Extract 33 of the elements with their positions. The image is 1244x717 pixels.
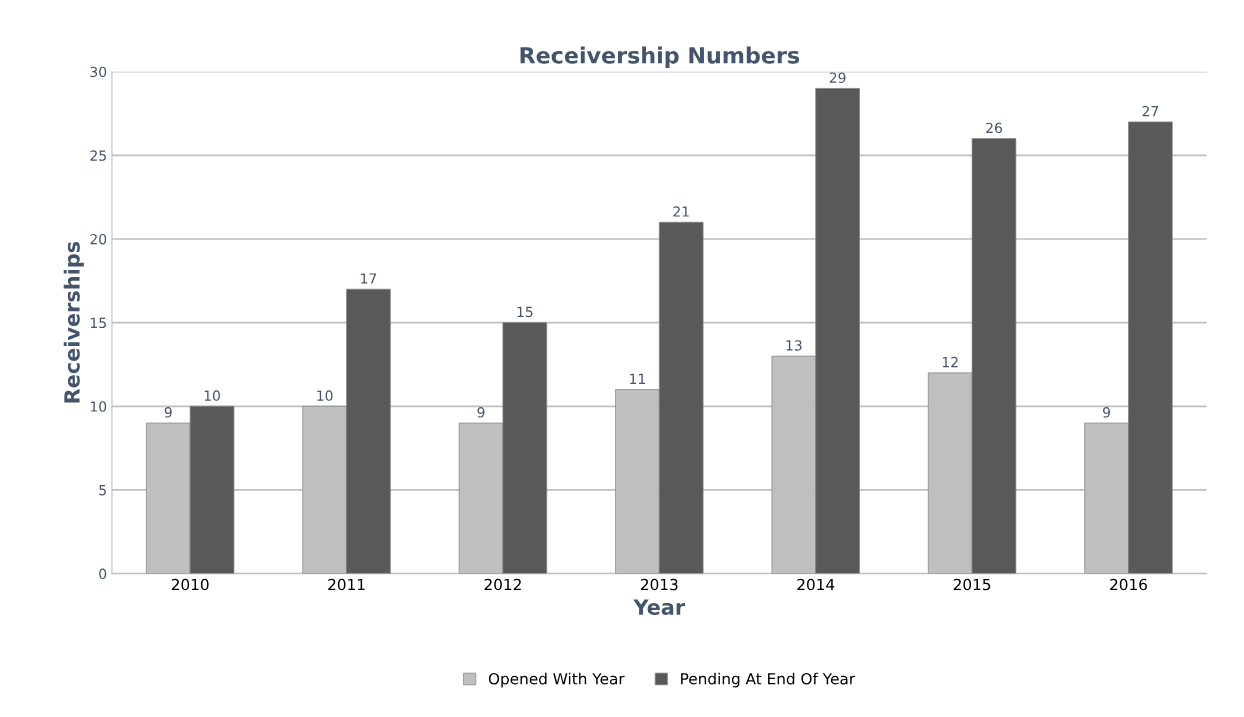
x-tick-label: 2014 (797, 578, 835, 591)
data-label: 21 (673, 206, 689, 217)
legend-label: Opened With Year (488, 672, 625, 688)
y-tick-label: 30 (90, 66, 107, 78)
y-axis-title: Receiverships (63, 241, 84, 403)
legend-label: Pending At End Of Year (681, 672, 856, 688)
data-label: 26 (986, 122, 1002, 134)
x-tick-label: 2016 (1110, 578, 1147, 591)
x-tick-label: 2015 (953, 578, 991, 591)
data-label: 12 (942, 356, 958, 368)
y-tick-label: 15 (90, 317, 106, 329)
data-label: 13 (786, 340, 802, 351)
data-label: 9 (477, 407, 485, 418)
data-label: 10 (204, 390, 220, 401)
y-tick-label: 20 (90, 233, 107, 245)
y-tick-label: 10 (90, 401, 107, 412)
data-label: 10 (317, 390, 333, 401)
x-tick-label: 2011 (328, 578, 365, 591)
chart-title: Receivership Numbers (520, 46, 800, 68)
y-tick-label: 0 (99, 568, 107, 580)
data-label: 11 (630, 373, 645, 384)
y-tick-label: 5 (99, 485, 106, 496)
x-tick-label: 2012 (484, 578, 521, 591)
data-label: 17 (361, 273, 377, 284)
data-label: 15 (517, 306, 533, 318)
x-tick-label: 2010 (171, 578, 209, 591)
x-axis-title: Year (633, 599, 686, 615)
data-label: 29 (829, 72, 846, 83)
data-label: 27 (1142, 105, 1159, 117)
x-tick-label: 2013 (641, 578, 678, 591)
data-label: 9 (164, 407, 172, 418)
y-tick-label: 25 (90, 150, 106, 161)
data-label: 9 (1103, 407, 1111, 418)
